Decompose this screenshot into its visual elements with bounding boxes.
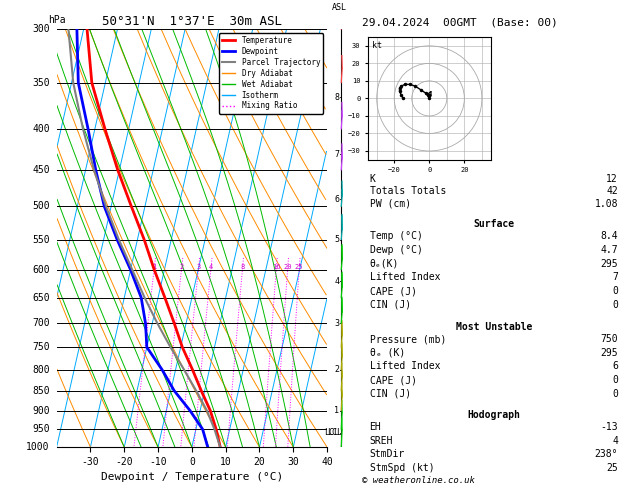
Text: 500: 500 [32, 202, 50, 211]
Text: 900: 900 [32, 405, 50, 416]
Text: 8.4: 8.4 [600, 231, 618, 241]
Text: 1: 1 [152, 264, 156, 270]
Text: 7: 7 [334, 150, 339, 158]
Text: km
ASL: km ASL [332, 0, 347, 13]
Text: CAPE (J): CAPE (J) [370, 286, 416, 296]
Text: kt: kt [372, 41, 382, 50]
Text: 2: 2 [179, 264, 184, 270]
Text: CIN (J): CIN (J) [370, 300, 411, 310]
Text: 650: 650 [32, 293, 50, 303]
Text: 1000: 1000 [26, 442, 50, 452]
Text: 6: 6 [612, 362, 618, 371]
Text: 3: 3 [334, 319, 339, 328]
Text: 700: 700 [32, 318, 50, 329]
Text: 800: 800 [32, 364, 50, 375]
Text: 0: 0 [612, 286, 618, 296]
Text: Temp (°C): Temp (°C) [370, 231, 423, 241]
Text: LCL: LCL [328, 429, 343, 437]
Text: 238°: 238° [594, 449, 618, 459]
Text: Most Unstable: Most Unstable [455, 322, 532, 332]
Text: 750: 750 [32, 342, 50, 352]
Text: Dewp (°C): Dewp (°C) [370, 245, 423, 255]
Text: 8: 8 [240, 264, 245, 270]
Text: StmDir: StmDir [370, 449, 405, 459]
Text: 42: 42 [606, 186, 618, 196]
Text: 450: 450 [32, 165, 50, 175]
Text: -13: -13 [600, 422, 618, 433]
Legend: Temperature, Dewpoint, Parcel Trajectory, Dry Adiabat, Wet Adiabat, Isotherm, Mi: Temperature, Dewpoint, Parcel Trajectory… [219, 33, 323, 114]
Text: © weatheronline.co.uk: © weatheronline.co.uk [362, 475, 474, 485]
Text: 6: 6 [334, 195, 339, 204]
Text: 295: 295 [600, 348, 618, 358]
Text: hPa: hPa [48, 15, 66, 25]
Text: CAPE (J): CAPE (J) [370, 375, 416, 385]
Text: 0: 0 [612, 375, 618, 385]
Text: EH: EH [370, 422, 381, 433]
Text: 350: 350 [32, 78, 50, 87]
Text: 400: 400 [32, 124, 50, 134]
Text: 4: 4 [612, 436, 618, 446]
Text: 4: 4 [334, 277, 339, 286]
Text: 2: 2 [334, 365, 339, 374]
X-axis label: Dewpoint / Temperature (°C): Dewpoint / Temperature (°C) [101, 472, 283, 483]
Text: 0: 0 [612, 389, 618, 399]
Text: Hodograph: Hodograph [467, 410, 520, 420]
Text: 25: 25 [606, 463, 618, 473]
Text: 16: 16 [272, 264, 281, 270]
Text: 1.08: 1.08 [594, 199, 618, 209]
Text: 5: 5 [334, 235, 339, 244]
Text: 4.7: 4.7 [600, 245, 618, 255]
Text: 0: 0 [612, 300, 618, 310]
Text: θₑ(K): θₑ(K) [370, 259, 399, 269]
Text: CIN (J): CIN (J) [370, 389, 411, 399]
Text: 600: 600 [32, 265, 50, 275]
Text: 300: 300 [32, 24, 50, 34]
Text: 850: 850 [32, 386, 50, 396]
Text: PW (cm): PW (cm) [370, 199, 411, 209]
Text: 950: 950 [32, 424, 50, 434]
Text: SREH: SREH [370, 436, 393, 446]
Text: K: K [370, 174, 376, 184]
Text: 8: 8 [334, 93, 339, 102]
Text: 29.04.2024  00GMT  (Base: 00): 29.04.2024 00GMT (Base: 00) [362, 17, 557, 27]
Text: 1: 1 [334, 406, 339, 415]
Text: 750: 750 [600, 334, 618, 344]
Text: Lifted Index: Lifted Index [370, 272, 440, 282]
Text: 7: 7 [612, 272, 618, 282]
Text: LCL: LCL [324, 429, 339, 437]
Title: 50°31'N  1°37'E  30m ASL: 50°31'N 1°37'E 30m ASL [102, 15, 282, 28]
Text: Pressure (mb): Pressure (mb) [370, 334, 446, 344]
Text: 12: 12 [606, 174, 618, 184]
Text: Surface: Surface [473, 219, 515, 228]
Text: 25: 25 [295, 264, 303, 270]
Text: 4: 4 [209, 264, 213, 270]
Text: 550: 550 [32, 235, 50, 244]
Text: Lifted Index: Lifted Index [370, 362, 440, 371]
Text: Totals Totals: Totals Totals [370, 186, 446, 196]
Text: 295: 295 [600, 259, 618, 269]
Text: 3: 3 [196, 264, 201, 270]
Text: θₑ (K): θₑ (K) [370, 348, 405, 358]
Text: StmSpd (kt): StmSpd (kt) [370, 463, 434, 473]
Text: 20: 20 [283, 264, 292, 270]
